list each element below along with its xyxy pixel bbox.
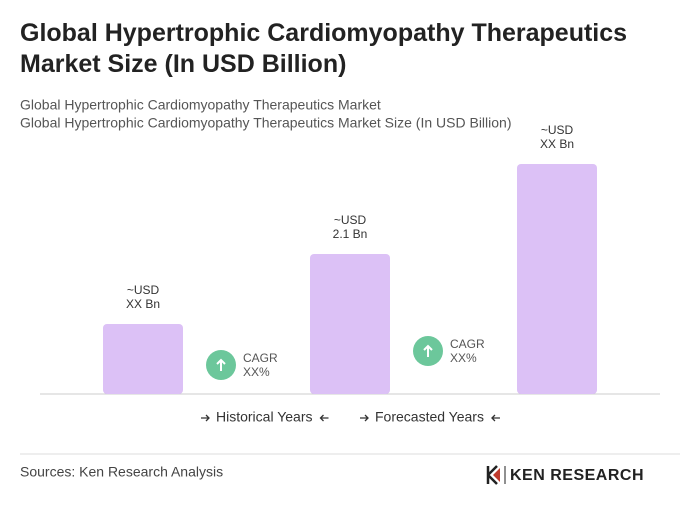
source: Sources: Ken Research Analysis	[20, 464, 223, 480]
chart-title: Global Hypertrophic Cardiomyopathy Thera…	[20, 19, 628, 78]
legend-arrow	[360, 414, 369, 422]
legend-arrow	[491, 414, 500, 422]
data-label: 2.1 Bn	[333, 227, 368, 241]
data-label: ~USD	[541, 123, 574, 137]
subtitle: Global Hypertrophic Cardiomyopathy Thera…	[20, 115, 512, 131]
logo-icon	[493, 468, 500, 482]
bar	[517, 164, 597, 394]
cagr-arrow	[423, 344, 433, 357]
cagr-label: XX%	[450, 351, 477, 365]
data-label: XX Bn	[540, 137, 574, 151]
bar	[103, 324, 183, 394]
logo-icon	[486, 465, 498, 485]
cagr-arrow	[216, 358, 226, 371]
legend-label: Historical Years	[216, 409, 313, 425]
cagr-label: XX%	[243, 365, 270, 379]
legend-label: Forecasted Years	[375, 409, 484, 425]
bar	[310, 254, 390, 394]
data-label: ~USD	[334, 213, 367, 227]
subtitle: Global Hypertrophic Cardiomyopathy Thera…	[20, 97, 381, 113]
logo-text: KEN RESEARCH	[510, 467, 644, 484]
data-label: ~USD	[127, 283, 160, 297]
cagr-label: CAGR	[243, 351, 278, 365]
logo: KEN RESEARCH	[486, 465, 644, 485]
legend-arrow	[319, 414, 329, 422]
data-label: XX Bn	[126, 297, 160, 311]
legend-arrow	[201, 414, 210, 422]
cagr-label: CAGR	[450, 337, 485, 351]
